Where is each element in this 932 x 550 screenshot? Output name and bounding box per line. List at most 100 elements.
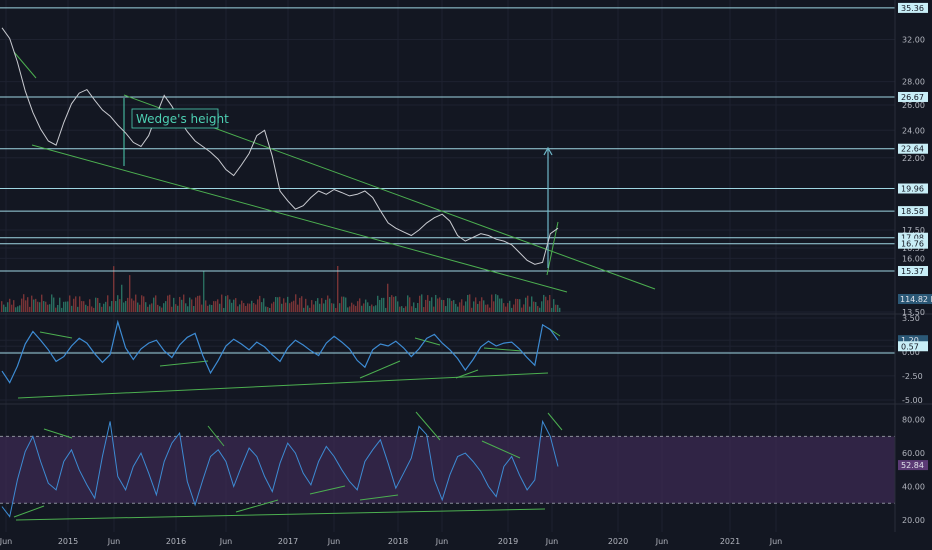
volume-bar — [37, 301, 39, 312]
volume-bar — [403, 307, 405, 312]
rsi-trend-7[interactable] — [481, 440, 521, 459]
volume-bar — [423, 307, 425, 312]
volume-bar — [391, 295, 393, 312]
volume-bar — [539, 307, 541, 312]
breakout-trendline[interactable] — [546, 221, 559, 276]
volume-bar — [381, 297, 383, 312]
volume-bar — [307, 305, 309, 312]
volume-bar — [383, 297, 385, 312]
volume-bar — [341, 296, 343, 312]
volume-bar — [385, 307, 387, 312]
volume-bar — [13, 300, 15, 312]
time-tick-label: Jun — [107, 537, 121, 546]
volume-bar — [529, 306, 531, 312]
oscillator-series[interactable] — [1, 319, 559, 384]
rsi-trend-2[interactable] — [43, 428, 73, 439]
volume-bar — [461, 299, 463, 312]
volume-bar — [93, 307, 95, 312]
volume-bar — [61, 307, 63, 312]
volume-bar — [535, 302, 537, 312]
wedge-lower-trendline[interactable] — [31, 144, 568, 293]
oscillator-trendlines[interactable] — [17, 327, 561, 399]
volume-bar — [191, 299, 193, 312]
volume-bar — [205, 300, 207, 312]
volume-bar — [531, 296, 533, 312]
osc-trend-1[interactable] — [39, 331, 73, 339]
rsi-trend-6[interactable] — [415, 411, 441, 441]
osc-trend-4[interactable] — [414, 337, 441, 346]
volume-bar — [377, 295, 379, 312]
osc-trend-5[interactable] — [483, 347, 523, 352]
volume-bar — [151, 303, 153, 312]
volume-bar — [27, 297, 29, 312]
volume-bar — [433, 306, 435, 312]
rsi-trend-low[interactable] — [15, 508, 546, 521]
osc-tick-label: -5.00 — [902, 396, 923, 405]
volume-bar — [7, 302, 9, 312]
volume-bar — [493, 301, 495, 312]
volume-bar — [313, 304, 315, 312]
volume-bar — [533, 301, 535, 312]
volume-bar — [33, 299, 35, 312]
rsi-trend-4[interactable] — [309, 485, 346, 495]
volume-tag — [898, 294, 932, 304]
rsi-trend-8[interactable] — [547, 412, 563, 431]
volume-bar — [201, 304, 203, 312]
volume-bar — [215, 301, 217, 312]
volume-bar — [133, 300, 135, 312]
time-axis[interactable]: Jun 2015 Jun 2016 Jun 2017 Jun 2018 Jun 2019 Jun 20… — [0, 537, 782, 546]
rsi-panel[interactable] — [0, 411, 895, 521]
volume-bar — [159, 306, 161, 312]
rsi-trend-3[interactable] — [235, 499, 279, 513]
volume-bar — [273, 301, 275, 312]
price-series[interactable] — [1, 27, 559, 265]
oscillator-panel[interactable] — [0, 317, 932, 405]
volume-bar — [251, 300, 253, 312]
volume-bar — [503, 303, 505, 312]
osc-trend-3[interactable] — [359, 360, 401, 379]
volume-bar — [483, 300, 485, 312]
price-horizontal-levels[interactable] — [0, 7, 895, 272]
rsi-trendlines[interactable] — [13, 411, 563, 521]
volume-bar — [117, 295, 119, 312]
volume-bar — [319, 303, 321, 312]
osc-trend-6[interactable] — [455, 369, 479, 379]
volume-bar — [283, 298, 285, 312]
rsi-series[interactable] — [1, 419, 559, 518]
osc-value-tag-text: 0.57 — [901, 342, 919, 351]
volume-bar — [373, 306, 375, 312]
rsi-trend-5[interactable] — [359, 494, 399, 501]
price-tick-label: 26.00 — [902, 101, 925, 110]
rsi-trend-1[interactable] — [13, 505, 45, 518]
volume-bar — [525, 297, 527, 312]
volume-bar — [5, 306, 7, 312]
volume-bar — [15, 307, 17, 312]
volume-bar — [249, 303, 251, 312]
volume-bar — [527, 295, 529, 312]
volume-bar — [523, 304, 525, 312]
volume-bar — [95, 297, 97, 312]
volume-bar — [465, 301, 467, 312]
volume-bar — [31, 295, 33, 312]
volume-bar — [135, 294, 137, 312]
volume-bar — [241, 300, 243, 312]
osc-trend-2[interactable] — [159, 360, 209, 367]
volume-bar — [287, 296, 289, 312]
volume-bar — [559, 307, 561, 312]
price-panel[interactable]: Wedge's height — [0, 7, 932, 315]
volume-bar — [363, 303, 365, 312]
volume-bar — [99, 302, 101, 312]
volume-bar — [557, 304, 559, 312]
volume-bar — [345, 297, 347, 312]
volume-bar — [213, 301, 215, 312]
wedge-height-label-box[interactable] — [131, 108, 219, 129]
volume-bar — [401, 306, 403, 312]
rsi-value-tag-text: 52.84 — [901, 461, 924, 470]
rsi-trend-9[interactable] — [207, 425, 225, 447]
upper-resistance-trendline[interactable] — [13, 51, 37, 79]
price-axis[interactable]: 32.0028.0026.0024.0022.0017.5016.5316.00… — [894, 0, 932, 532]
price-level-tag-text: 18.58 — [901, 207, 924, 216]
volume-bar — [521, 307, 523, 312]
time-tick-label: 2021 — [720, 537, 740, 546]
